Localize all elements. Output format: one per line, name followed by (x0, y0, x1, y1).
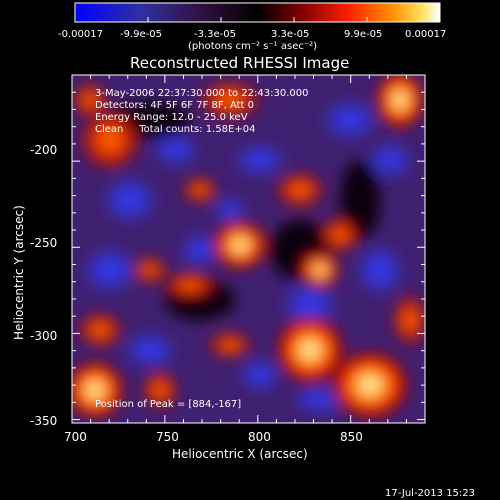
annotation-peak: Position of Peak = [884,-167] (95, 399, 241, 410)
colorbar-tick-2: -3.3e-05 (194, 29, 236, 40)
y-tick-label-350: -350 (30, 414, 57, 428)
colorbar-unit-label: (photons cm⁻² s⁻¹ asec⁻²) (188, 41, 317, 52)
colorbar-gradient (74, 2, 441, 23)
plot-title: Reconstructed RHESSI Image (130, 54, 349, 72)
heatmap-image (72, 75, 425, 423)
x-tick-label-700: 700 (64, 430, 87, 444)
annotation-detectors: Detectors: 4F 5F 6F 7F 8F, Att 0 (95, 100, 254, 111)
y-tick-label-200: -200 (30, 143, 57, 157)
annotation-block: 3-May-2006 22:37:30.000 to 22:43:30.000 … (95, 88, 308, 410)
y-axis-label: Heliocentric Y (arcsec) (12, 205, 26, 340)
colorbar-tick-5: 0.00017 (405, 29, 446, 40)
axis-tick-marks (71, 74, 426, 423)
x-tick-label-800: 800 (248, 430, 271, 444)
colorbar-tick-4: 9.9e-05 (344, 29, 382, 40)
y-tick-label-300: -300 (30, 329, 57, 343)
x-tick-label-750: 750 (156, 430, 179, 444)
colorbar-tick-0: -0.00017 (58, 29, 103, 40)
plot-frame (71, 74, 426, 424)
timestamp: 17-Jul-2013 15:23 (385, 488, 475, 499)
colorbar-tick-1: -9.9e-05 (120, 29, 162, 40)
annotation-energy-range: Energy Range: 12.0 - 25.0 keV (95, 112, 248, 123)
annotation-clean: Clean Total counts: 1.58E+04 (95, 124, 255, 135)
x-tick-label-850: 850 (340, 430, 363, 444)
annotation-time-range: 3-May-2006 22:37:30.000 to 22:43:30.000 (95, 88, 308, 99)
y-tick-label-250: -250 (30, 236, 57, 250)
colorbar-tick-3: 3.3e-05 (271, 29, 309, 40)
colorbar: -0.00017 -9.9e-05 -3.3e-05 3.3e-05 9.9e-… (58, 2, 446, 52)
x-axis-label: Heliocentric X (arcsec) (172, 447, 308, 461)
